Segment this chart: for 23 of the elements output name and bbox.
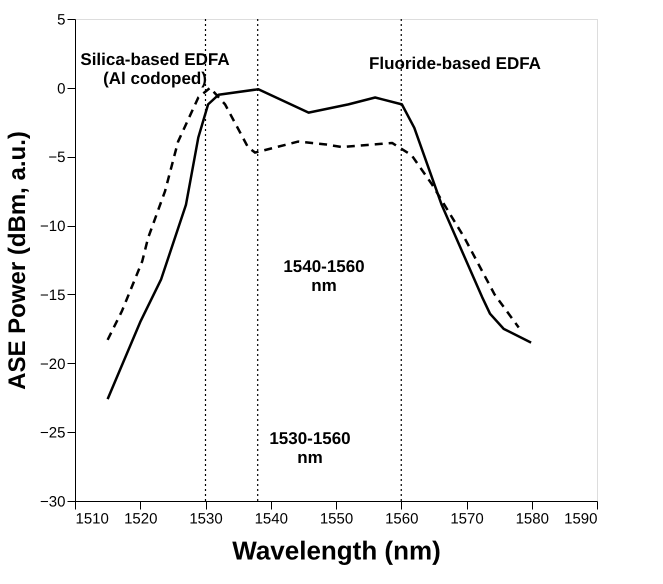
y-tick-label: −5: [48, 149, 66, 166]
annotation: Silica-based EDFA (Al codoped): [80, 50, 230, 88]
y-tick-label: −30: [40, 494, 66, 510]
x-tick-label: 1590: [564, 510, 598, 528]
x-tick-label: 1560: [385, 510, 418, 528]
y-tick-label: −15: [40, 286, 66, 304]
x-tick-label: 1540: [254, 510, 288, 528]
x-tick-label: 1520: [124, 510, 158, 528]
x-tick-label: 1570: [450, 510, 484, 528]
x-tick-label: 1510: [76, 510, 109, 528]
y-tick-label: −25: [40, 424, 66, 442]
annotation: 1530-1560 nm: [269, 429, 351, 467]
x-tick-label: 1580: [516, 510, 549, 528]
y-tick-label: −20: [40, 356, 66, 373]
y-tick-label: 5: [57, 12, 66, 28]
y-tick-label: −10: [40, 218, 66, 236]
y-axis-title: ASE Power (dBm, a.u.): [4, 131, 32, 390]
x-axis-title: Wavelength (nm): [232, 536, 441, 566]
x-tick-label: 1550: [320, 510, 354, 528]
x-tick-label: 1530: [189, 510, 223, 528]
annotation: 1540-1560 nm: [283, 257, 365, 295]
annotation: Fluoride-based EDFA: [369, 54, 541, 73]
y-tick-label: 0: [57, 80, 66, 98]
